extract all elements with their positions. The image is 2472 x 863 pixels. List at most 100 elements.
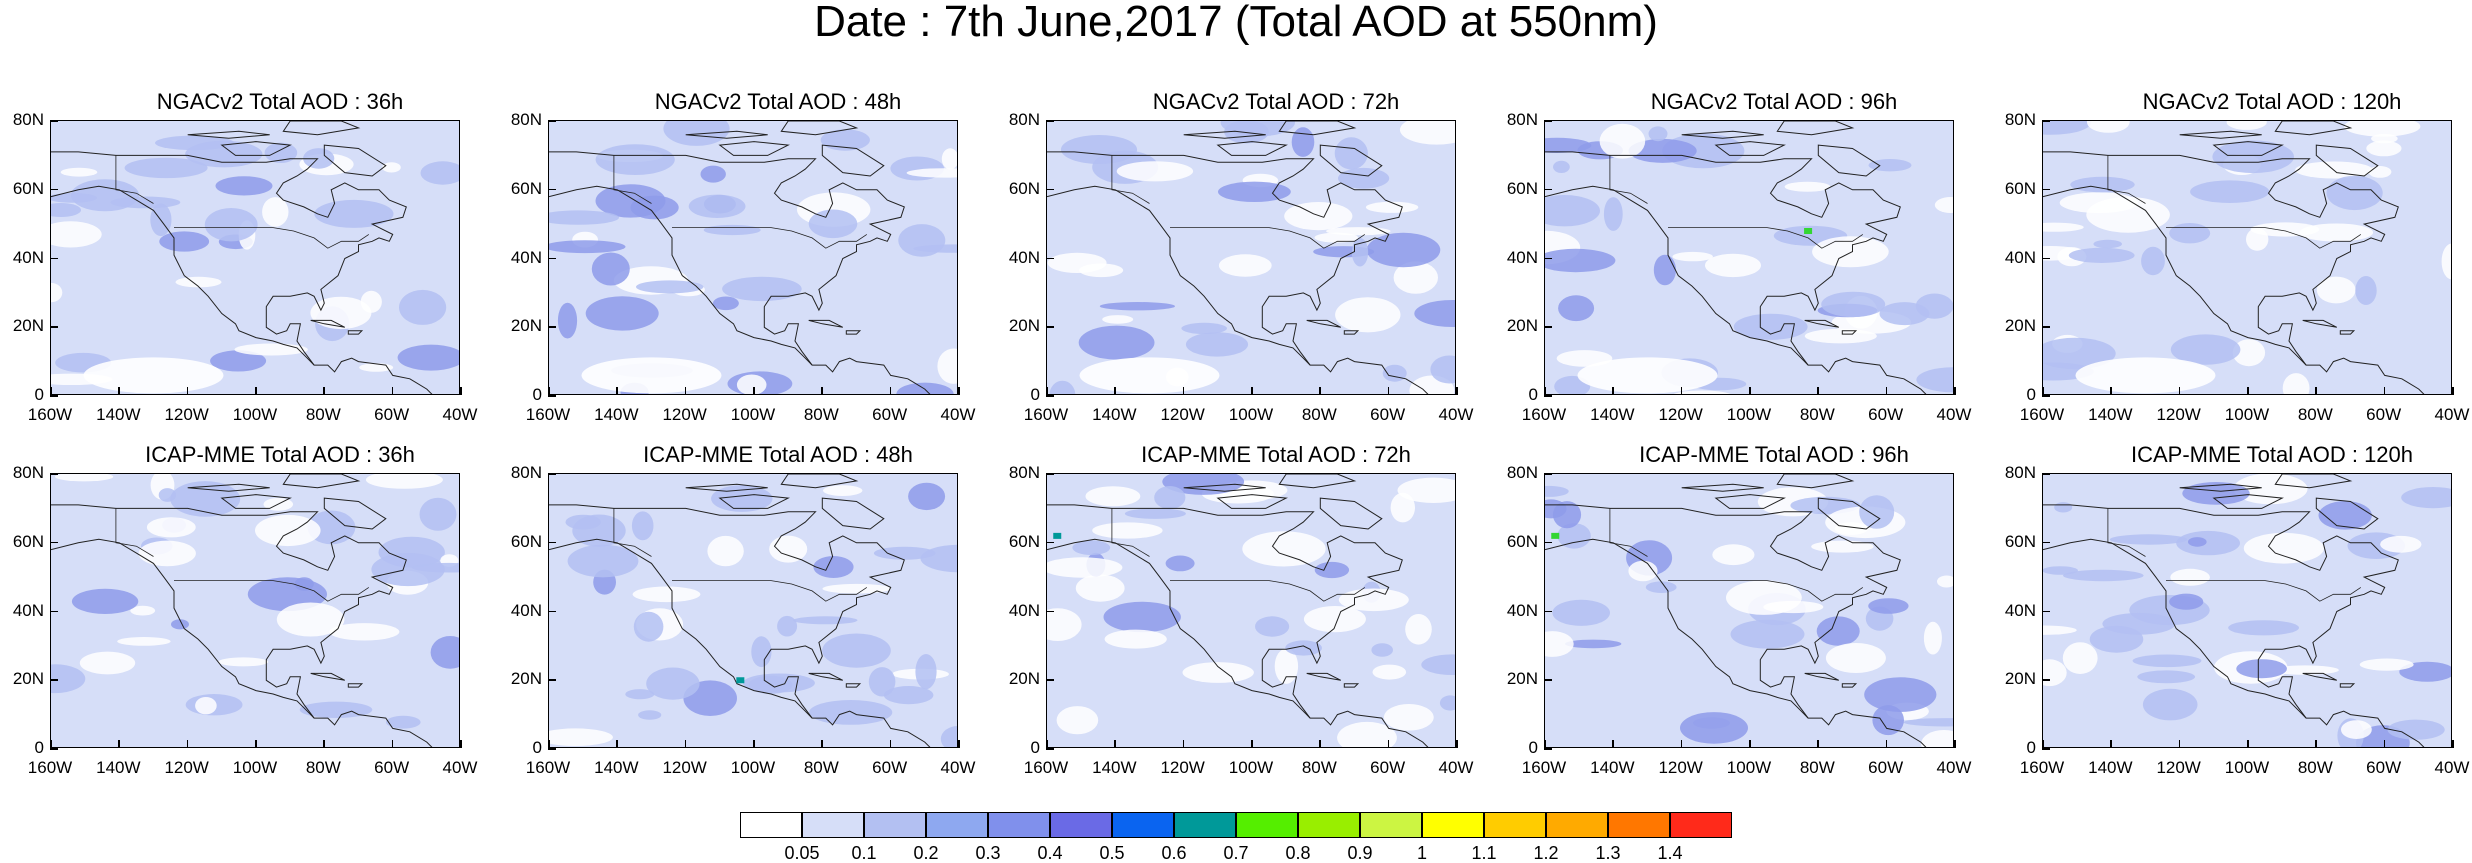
aod-region	[1085, 486, 1141, 507]
aod-region	[2132, 654, 2202, 668]
aod-region	[1934, 197, 1953, 213]
map-panel: ICAP-MME Total AOD : 120h 80N 60N 40N 20N 0 16…	[1992, 443, 2472, 823]
aod-region	[117, 637, 171, 646]
coastline	[821, 497, 885, 530]
aod-region	[1218, 254, 1272, 277]
lat-tick-label: 60N	[12, 178, 44, 198]
aod-region	[751, 636, 772, 668]
aod-region	[399, 289, 447, 325]
aod-map	[549, 121, 957, 394]
aod-region	[2316, 276, 2356, 304]
lat-tick-label: 0	[1528, 385, 1538, 404]
aod-region	[632, 586, 701, 603]
aod-region	[1274, 648, 1299, 684]
lon-tick	[1749, 740, 1751, 748]
aod-region	[2441, 243, 2451, 280]
lon-tick	[753, 387, 755, 395]
aod-region	[71, 588, 139, 614]
lat-tick	[1544, 748, 1552, 750]
lat-tick-label: 40N	[1506, 600, 1538, 620]
lat-tick-label: 20N	[510, 669, 542, 689]
coastline	[808, 319, 844, 328]
aod-region	[1552, 501, 1582, 529]
aod-region	[430, 636, 459, 669]
aod-region	[1220, 121, 1295, 137]
lon-tick-label: 160W	[1023, 405, 1069, 424]
aod-region	[2043, 625, 2077, 635]
lon-tick-label: 100W	[2224, 405, 2270, 424]
aod-region	[2062, 642, 2098, 674]
lat-tick	[548, 748, 556, 750]
aod-region	[51, 283, 63, 303]
lat-tick	[2042, 679, 2050, 681]
aod-region	[2068, 247, 2135, 263]
aod-region	[276, 602, 345, 637]
coastline	[1714, 141, 1786, 156]
border-line	[2166, 227, 2362, 249]
colorbar-swatch	[864, 812, 926, 838]
coastline	[1306, 319, 1342, 328]
aod-region	[2043, 337, 2116, 370]
aod-region	[146, 517, 196, 538]
aod-hotspot	[736, 677, 745, 684]
panel-title: NGACv2 Total AOD : 48h	[654, 89, 902, 114]
lon-tick	[616, 387, 618, 395]
aod-map	[2043, 474, 2451, 747]
aod-region	[1628, 560, 1658, 582]
colorbar-label: 1.2	[1533, 843, 1559, 863]
aod-region	[55, 474, 114, 482]
aod-region	[873, 546, 936, 560]
border-line	[613, 508, 652, 557]
coastline	[780, 474, 859, 489]
panel-title: ICAP-MME Total AOD : 48h	[643, 442, 913, 467]
lon-tick	[1046, 740, 1048, 748]
lon-tick	[118, 387, 120, 395]
coastline	[347, 330, 364, 335]
lat-tick	[548, 473, 556, 475]
coastline	[685, 130, 768, 139]
aod-region	[397, 344, 459, 371]
coastline	[1681, 130, 1764, 139]
aod-region	[2228, 620, 2299, 636]
aod-region	[1712, 544, 1755, 566]
colorbar-label: 1.1	[1471, 843, 1497, 863]
lon-tick-label: 100W	[1228, 758, 1274, 777]
aod-region	[2137, 670, 2196, 684]
coastline	[1216, 494, 1288, 509]
aod-region	[1372, 664, 1407, 680]
colorbar-swatch	[988, 812, 1050, 838]
aod-region	[1102, 315, 1134, 324]
lon-tick	[2042, 740, 2044, 748]
coastline	[323, 497, 387, 530]
aod-region	[1365, 201, 1419, 213]
aod-region	[1672, 251, 1713, 262]
aod-region	[1577, 357, 1718, 394]
colorbar-swatch	[1670, 812, 1732, 838]
lat-tick-label: 20N	[12, 669, 44, 689]
panel-title: NGACv2 Total AOD : 120h	[2142, 89, 2402, 114]
coastline	[2339, 683, 2356, 688]
aod-region	[2250, 222, 2320, 237]
lon-tick-label: 120W	[2156, 758, 2201, 777]
coastline	[808, 672, 844, 681]
coastline	[220, 494, 292, 509]
lat-tick	[50, 541, 58, 544]
aod-region	[1056, 706, 1099, 735]
colorbar-swatch	[1174, 812, 1236, 838]
coastline	[1804, 672, 1840, 681]
lat-tick	[548, 120, 556, 122]
lon-tick	[684, 387, 687, 395]
aod-region	[264, 142, 298, 163]
colorbar-label: 1.3	[1595, 843, 1621, 863]
aod-region	[204, 208, 258, 242]
aod-region	[712, 296, 739, 311]
colorbar-swatch	[1546, 812, 1608, 838]
aod-region	[700, 165, 726, 183]
lat-tick-label: 20N	[12, 316, 44, 336]
lat-tick-label: 0	[1528, 738, 1538, 757]
aod-map	[51, 121, 459, 394]
aod-region	[1124, 508, 1186, 519]
lon-tick-label: 120W	[1658, 758, 1703, 777]
aod-region	[822, 633, 891, 668]
aod-region	[185, 140, 263, 168]
